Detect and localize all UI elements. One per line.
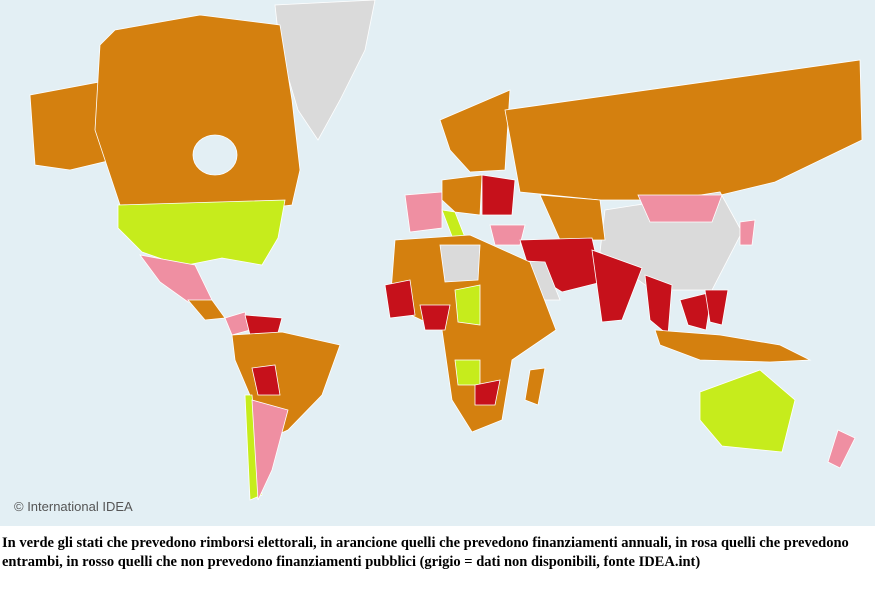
caption: In verde gli stati che prevedono rimbors…: [2, 535, 849, 570]
countries: [29, 0, 863, 501]
world-map: © International IDEA: [0, 0, 875, 526]
map-credit: © International IDEA: [14, 499, 133, 514]
